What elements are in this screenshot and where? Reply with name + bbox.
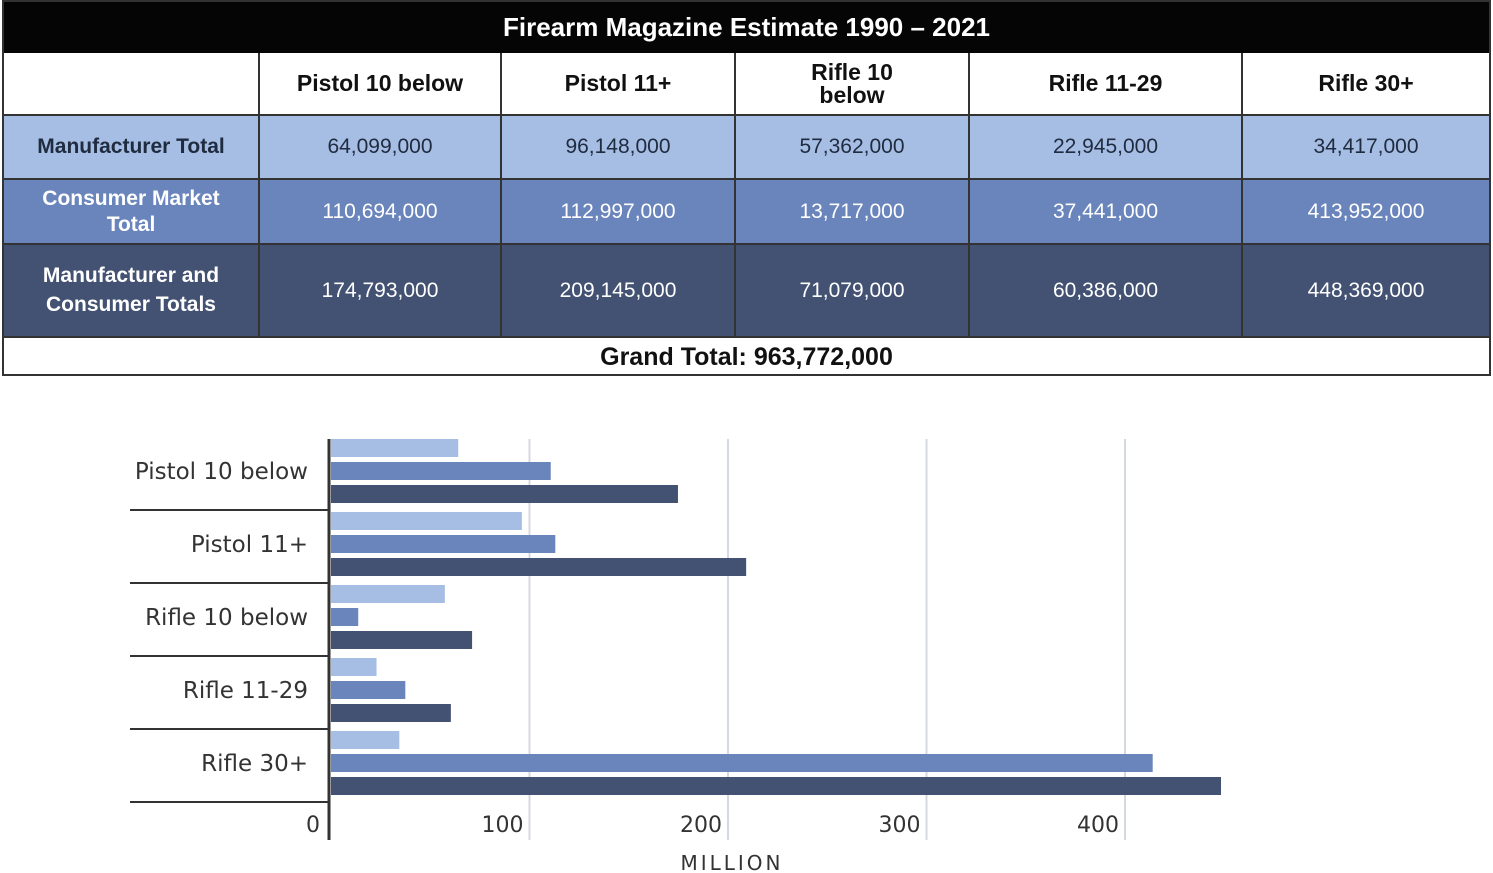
x-tick-label: 300 [879,813,921,838]
row-label: Manufacturer and Consumer Totals [4,245,260,338]
magazine-estimate-table: Firearm Magazine Estimate 1990 – 2021 Pi… [2,0,1491,376]
header-cell-rifle-11-29: Rifle 11-29 [970,53,1243,116]
table-row-totals: Manufacturer and Consumer Totals 174,793… [4,245,1489,338]
category-label: Pistol 11+ [191,532,308,558]
table-cell: 209,145,000 [502,245,736,338]
bar [331,754,1153,772]
x-tick-label: 100 [482,813,524,838]
row-label-text: Manufacturer and Consumer Totals [42,264,220,316]
x-tick-label: 200 [680,813,722,838]
header-cell-pistol-11-plus: Pistol 11+ [502,53,736,116]
grand-total: Grand Total: 963,772,000 [600,342,893,371]
gridlines [528,439,1126,840]
table-cell: 448,369,000 [1243,245,1489,338]
category-labels: Pistol 10 below Pistol 11+ Rifle 10 below R… [135,459,308,777]
table-cell: 112,997,000 [502,180,736,245]
row-label-text: Consumer Market Total [42,187,220,236]
bar [331,485,678,503]
x-tick-labels: 0 100 200 300 400 [306,813,1119,838]
category-label: Pistol 10 below [135,459,308,485]
category-label: Rifle 30+ [201,751,308,777]
category-separators [130,509,329,803]
bar [331,704,451,722]
header-cell-rifle-30-plus: Rifle 30+ [1243,53,1489,116]
bar [331,439,459,457]
bar [331,658,377,676]
category-label: Rifle 10 below [145,605,308,631]
table-cell: 57,362,000 [736,116,970,180]
bar [331,535,556,553]
table-cell: 71,079,000 [736,245,970,338]
table-cell: 110,694,000 [260,180,502,245]
x-tick-label: 0 [306,813,320,838]
table-cell: 174,793,000 [260,245,502,338]
row-label: Manufacturer Total [4,116,260,180]
bar-chart: Pistol 10 below Pistol 11+ Rifle 10 below R… [130,439,1222,873]
category-label: Rifle 11-29 [183,678,308,704]
bar [331,462,551,480]
table-cell: 13,717,000 [736,180,970,245]
bar [331,631,473,649]
row-label: Consumer Market Total [4,180,260,245]
table-row-consumer: Consumer Market Total 110,694,000 112,99… [4,180,1489,245]
bar [331,608,359,626]
x-tick-label: 400 [1077,813,1119,838]
table-cell: 64,099,000 [260,116,502,180]
table-cell: 60,386,000 [970,245,1243,338]
table-cell: 96,148,000 [502,116,736,180]
header-cell-rifle-10-below-text: Rifle 10 below [811,58,893,108]
bar [331,731,400,749]
table-row-manufacturer: Manufacturer Total 64,099,000 96,148,000… [4,116,1489,180]
bar [331,681,406,699]
table-cell: 22,945,000 [970,116,1243,180]
bar [331,512,522,530]
bar [331,558,747,576]
header-cell-pistol-10-below: Pistol 10 below [260,53,502,116]
bar [331,777,1222,795]
table-header-row: Pistol 10 below Pistol 11+ Rifle 10 belo… [4,53,1489,116]
bar [331,585,445,603]
header-cell-rifle-10-below: Rifle 10 below [736,53,970,116]
bars [331,439,1222,795]
table-cell: 413,952,000 [1243,180,1489,245]
table-cell: 37,441,000 [970,180,1243,245]
table-title: Firearm Magazine Estimate 1990 – 2021 [4,2,1489,53]
header-cell-empty [4,53,260,116]
table-cell: 34,417,000 [1243,116,1489,180]
x-axis-title: MILLION [680,851,783,873]
